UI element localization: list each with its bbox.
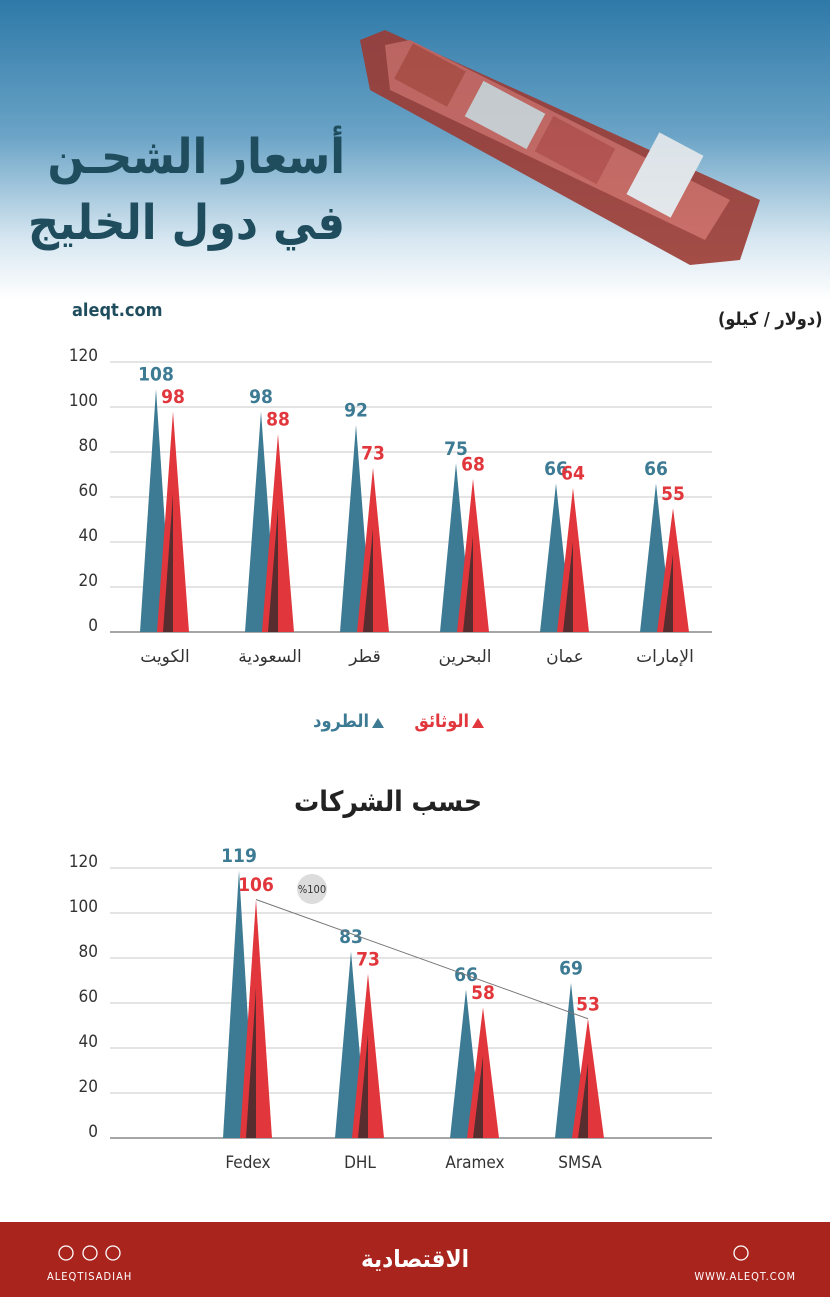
triangle-shade	[163, 493, 173, 632]
value-label: 53	[576, 993, 600, 1015]
value-label: 58	[471, 982, 495, 1004]
x-tick-label: قطر	[348, 647, 380, 667]
y-tick-label: 0	[88, 616, 98, 636]
value-label: 73	[356, 948, 380, 970]
x-tick-label: SMSA	[558, 1153, 602, 1173]
value-label: 73	[361, 442, 385, 464]
y-tick-label: 120	[69, 346, 98, 366]
value-label: 66	[644, 458, 668, 480]
x-tick-label: الكويت	[140, 647, 190, 667]
triangle-shade	[363, 528, 373, 632]
y-tick-label: 100	[69, 391, 98, 411]
value-label: 68	[461, 454, 485, 476]
value-label: 98	[249, 386, 273, 408]
social-icons	[58, 1245, 749, 1261]
footer-handle: ALEQTISADIAH	[47, 1270, 132, 1283]
triangle-shade	[268, 507, 278, 632]
value-label: 108	[138, 364, 174, 386]
footer-url: WWW.ALEQT.COM	[694, 1270, 796, 1283]
footer-band	[0, 1222, 830, 1297]
unit-label: (دولار / كيلو)	[718, 309, 823, 330]
value-label: 88	[266, 409, 290, 431]
trend-line	[255, 899, 589, 1020]
value-label: 75	[444, 438, 468, 460]
x-tick-label: السعودية	[238, 647, 301, 667]
value-label: 55	[661, 483, 685, 505]
legend-entry: الوثائق	[414, 711, 469, 732]
triangle-shade	[663, 554, 673, 632]
x-tick-label: Aramex	[445, 1153, 504, 1173]
x-tick-label: DHL	[344, 1153, 376, 1173]
y-tick-label: 20	[79, 1077, 98, 1097]
y-tick-label: 60	[79, 481, 98, 501]
x-tick-label: Fedex	[225, 1153, 270, 1173]
y-tick-label: 100	[69, 897, 98, 917]
title: أسعار الشحـن	[48, 125, 345, 185]
x-tick-label: الإمارات	[636, 647, 694, 667]
triangle-shade	[358, 1034, 368, 1138]
value-label: 119	[221, 845, 257, 867]
value-label: 66	[544, 458, 568, 480]
legend-swatch	[472, 718, 484, 728]
triangle-shade	[578, 1062, 588, 1138]
footer-logo: الاقتصادية	[361, 1245, 469, 1273]
legend-swatch	[372, 718, 384, 728]
annotation: %100	[298, 883, 326, 896]
x-tick-label: البحرين	[438, 647, 491, 667]
value-label: 69	[559, 957, 583, 979]
y-tick-label: 40	[79, 1032, 98, 1052]
legend-entry: الطرود	[313, 711, 369, 732]
y-tick-label: 80	[79, 436, 98, 456]
triangle-shade	[563, 541, 573, 632]
x-tick-label: عمان	[546, 647, 584, 667]
ship	[360, 30, 760, 265]
annotation-badge	[297, 874, 327, 904]
y-tick-label: 60	[79, 987, 98, 1007]
triangle-shade	[246, 987, 256, 1138]
y-tick-label: 80	[79, 942, 98, 962]
y-tick-label: 120	[69, 852, 98, 872]
chart-title: حسب الشركات	[294, 785, 482, 818]
y-tick-label: 0	[88, 1122, 98, 1142]
triangle-shade	[463, 535, 473, 632]
y-tick-label: 40	[79, 526, 98, 546]
value-label: 64	[561, 463, 585, 485]
value-label: 98	[161, 386, 185, 408]
value-label: 92	[344, 400, 368, 422]
site: aleqt.com	[72, 300, 163, 321]
value-label: 106	[238, 874, 274, 896]
triangle-shade	[473, 1055, 483, 1138]
title: في دول الخليج	[28, 195, 345, 251]
y-tick-label: 20	[79, 571, 98, 591]
